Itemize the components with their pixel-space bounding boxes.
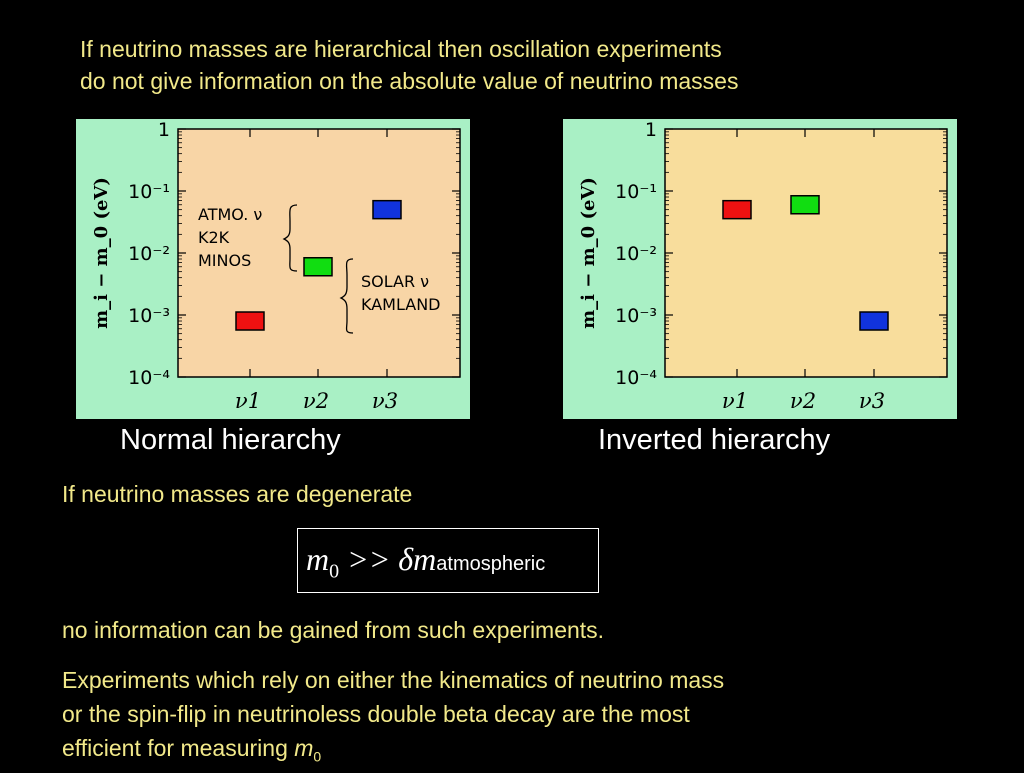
experiments-line-1: Experiments which rely on either the kin… (62, 667, 725, 693)
experiments-text: Experiments which rely on either the kin… (62, 664, 942, 766)
inverted-xtick-label: ν3 (859, 389, 885, 413)
intro-text: If neutrino masses are hierarchical then… (80, 33, 940, 97)
inverted-ytick-label: 10⁻² (615, 243, 657, 265)
normal-marker-ν1 (235, 311, 265, 331)
inverted-ytick-label: 10⁻³ (615, 305, 657, 327)
normal-ytick-label: 10⁻² (128, 243, 170, 265)
experiments-m0-subscript: 0 (313, 748, 322, 765)
inverted-plot-area (664, 128, 948, 378)
experiments-line-3-text: efficient for measuring (62, 735, 295, 761)
degenerate-heading: If neutrino masses are degenerate (62, 481, 413, 507)
normal-hierarchy-caption: Normal hierarchy (120, 424, 341, 456)
normal-annotation-1-line-1: ATMO. ν (198, 205, 262, 224)
normal-xtick-label: ν3 (372, 389, 398, 413)
normal-ytick-label: 10⁻⁴ (128, 367, 170, 389)
normal-ylabel: m_i − m_0 (eV) (91, 177, 112, 329)
formula-expression: m0 >> δmatmospheric (306, 541, 545, 583)
normal-ytick-label: 10⁻³ (128, 305, 170, 327)
inverted-xtick-label: ν1 (722, 389, 748, 413)
normal-annotation-1-line-2: K2K (198, 228, 230, 247)
inverted-ylabel: m_i − m_0 (eV) (578, 177, 599, 329)
inverted-hierarchy-plot: 1 10⁻¹ 10⁻² 10⁻³ 10⁻⁴ ν1 ν2 ν3 m_i − m_0 (eV) (578, 119, 948, 413)
degenerate-condition-formula: m0 >> δmatmospheric (297, 528, 599, 593)
inverted-marker-ν1 (722, 199, 752, 220)
no-information-text: no information can be gained from such e… (62, 617, 605, 643)
formula-m0: m (306, 541, 330, 577)
normal-plot-area (177, 128, 461, 378)
normal-ytick-label: 10⁻¹ (128, 181, 170, 203)
atmo-brace (282, 204, 298, 272)
inverted-hierarchy-chart: 1 10⁻¹ 10⁻² 10⁻³ 10⁻⁴ ν1 ν2 ν3 m_i − m_0 (eV) (563, 119, 957, 419)
inverted-xtick-label: ν2 (790, 389, 816, 413)
formula-subscript: atmospheric (436, 553, 546, 575)
normal-marker-ν2 (303, 257, 333, 277)
normal-annotation-2-line-2: KAMLAND (361, 295, 440, 314)
normal-hierarchy-chart: 1 10⁻¹ 10⁻² 10⁻³ 10⁻⁴ ν1 ν2 ν3 m_i − m_0 (eV) ATM… (76, 119, 470, 419)
normal-xtick-label: ν1 (235, 389, 261, 413)
normal-annotation-2-line-1: SOLAR ν (361, 272, 429, 291)
normal-hierarchy-plot: 1 10⁻¹ 10⁻² 10⁻³ 10⁻⁴ ν1 ν2 ν3 m_i − m_0 (eV) ATM… (91, 119, 461, 413)
normal-marker-ν3 (372, 199, 402, 220)
normal-xtick-label: ν2 (303, 389, 329, 413)
experiments-line-3: efficient for measuring m0 (62, 732, 942, 766)
inverted-hierarchy-caption: Inverted hierarchy (598, 424, 831, 456)
experiments-m0: m (294, 735, 314, 761)
intro-line-1: If neutrino masses are hierarchical then… (80, 36, 722, 62)
intro-line-2: do not give information on the absolute … (80, 68, 739, 94)
formula-m0-subscript: 0 (329, 560, 340, 583)
formula-relation: >> δm (339, 541, 437, 577)
inverted-marker-ν2 (790, 195, 820, 215)
inverted-ytick-label: 10⁻¹ (615, 181, 657, 203)
experiments-line-2: or the spin-flip in neutrinoless double … (62, 701, 690, 727)
normal-ytick-label: 1 (158, 119, 170, 141)
normal-annotation-1-line-3: MINOS (198, 251, 251, 270)
inverted-marker-ν3 (859, 311, 889, 331)
inverted-ytick-label: 1 (645, 119, 657, 141)
solar-brace (339, 258, 354, 334)
inverted-ytick-label: 10⁻⁴ (615, 367, 657, 389)
